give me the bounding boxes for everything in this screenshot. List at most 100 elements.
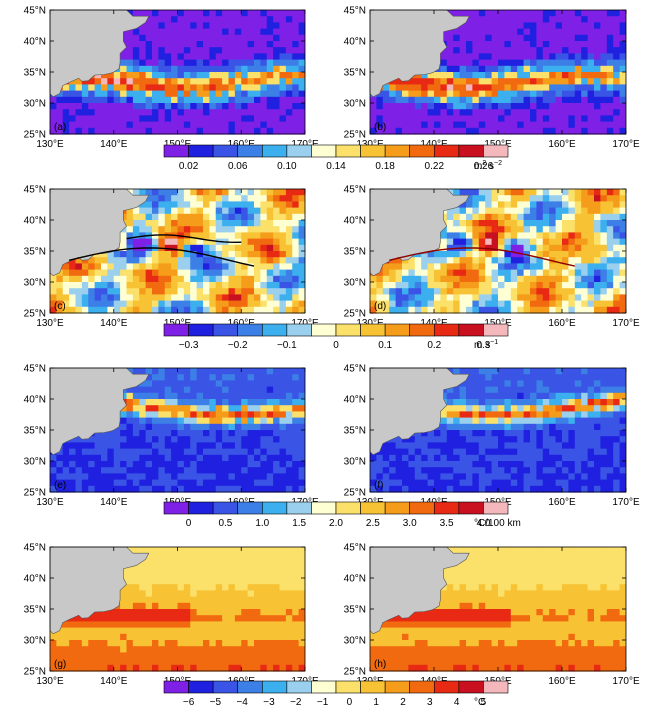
lon-tick-label: 170°E	[612, 497, 640, 508]
panel-label: (g)	[54, 659, 66, 670]
lat-tick-label: 40°N	[24, 216, 46, 227]
lat-tick-label: 45°N	[344, 6, 366, 17]
lat-tick-label: 45°N	[344, 185, 366, 196]
panel-h: 130°E140°E150°E160°E170°E45°N40°N35°N30°…	[344, 543, 640, 688]
colorbar-swatch	[360, 680, 386, 694]
lon-tick-label: 130°E	[36, 497, 64, 508]
land-mask	[369, 546, 470, 635]
lat-tick-label: 30°N	[344, 636, 366, 647]
lat-tick-label: 25°N	[24, 488, 46, 499]
lat-tick-label: 45°N	[24, 6, 46, 17]
panel-c: 130°E 140°E 150°E 160°E 170°E 45°N 40°N 35°N 30°…	[24, 185, 319, 330]
lat-tick-label: 30°N	[24, 278, 46, 289]
colorbar-tick-label: −0.3	[179, 340, 199, 351]
colorbar-swatch	[261, 680, 288, 694]
lon-tick-label: 140°E	[100, 318, 128, 329]
colorbar-unit: °C	[474, 697, 485, 708]
panel-label: (a)	[54, 122, 66, 133]
lon-tick-label: 140°E	[420, 139, 448, 150]
lat-tick-label: 40°N	[344, 395, 366, 406]
lat-tick-label: 25°N	[24, 667, 46, 678]
colorbar-swatch	[237, 144, 263, 158]
colorbar-tick-label: 0.18	[375, 161, 395, 172]
colorbar-swatch	[483, 501, 509, 515]
colorbar-swatch	[483, 680, 509, 694]
land-mask	[369, 367, 470, 456]
colorbar-tick-label: 3	[427, 697, 433, 708]
panel-label: (c)	[54, 301, 66, 312]
panel-a: 130°E 140°E 150°E 160°E 170°E 45°N 40°N 35°N 30°…	[24, 6, 319, 151]
colorbar-swatch	[433, 144, 460, 158]
lat-tick-label: 30°N	[344, 457, 366, 468]
colorbar-tick-label: −4	[236, 697, 248, 708]
colorbar-tick-label: 1.5	[292, 518, 306, 529]
colorbar-swatch	[458, 323, 484, 337]
panel-b: 130°E 140°E 150°E 160°E 170°E 45°N 40°N 35°N 30°…	[344, 6, 640, 151]
colorbar-swatch	[433, 680, 460, 694]
colorbar-tick-label: −3	[263, 697, 275, 708]
colorbar-swatch	[261, 144, 288, 158]
colorbar-swatch	[483, 323, 509, 337]
lat-tick-label: 25°N	[344, 488, 366, 499]
lat-tick-label: 35°N	[344, 426, 366, 437]
colorbar-swatch	[286, 323, 312, 337]
lon-tick-label: 130°E	[356, 139, 384, 150]
lat-tick-label: 25°N	[344, 309, 366, 320]
colorbar-swatch	[311, 323, 337, 337]
lon-tick-label: 160°E	[548, 139, 576, 150]
panel-label: (b)	[374, 122, 386, 133]
colorbar-tick-label: 0.14	[326, 161, 346, 172]
colorbar-swatch	[335, 680, 361, 694]
lat-tick-label: 35°N	[24, 605, 46, 616]
lat-tick-label: 35°N	[24, 426, 46, 437]
lat-tick-label: 40°N	[344, 216, 366, 227]
colorbar-swatch	[261, 323, 288, 337]
colorbar-swatch	[237, 680, 263, 694]
colorbar-swatch	[335, 501, 361, 515]
colorbar-swatch	[286, 680, 312, 694]
lon-tick-label: 160°E	[548, 318, 576, 329]
colorbar-swatch	[433, 501, 460, 515]
lat-tick-label: 25°N	[24, 309, 46, 320]
land-mask	[49, 367, 150, 456]
panel-label: (e)	[54, 480, 66, 491]
lat-tick-label: 35°N	[24, 247, 46, 258]
lon-tick-label: 140°E	[420, 318, 448, 329]
lon-tick-label: 130°E	[36, 139, 64, 150]
colorbar-tick-label: 0.10	[277, 161, 297, 172]
lon-tick-label: 170°E	[612, 139, 640, 150]
colorbar-tick-label: 4.0	[476, 518, 490, 529]
colorbar-swatch	[458, 501, 484, 515]
lon-tick-label: 170°E	[291, 139, 319, 150]
lat-tick-label: 35°N	[344, 68, 366, 79]
colorbar-swatch	[384, 680, 411, 694]
lat-tick-label: 25°N	[344, 130, 366, 141]
colorbar-swatch	[335, 144, 361, 158]
lat-tick-label: 45°N	[24, 543, 46, 554]
colorbar-tick-label: 0.26	[474, 161, 494, 172]
lon-tick-label: 150°E	[484, 139, 512, 150]
lat-tick-label: 40°N	[24, 574, 46, 585]
colorbar-swatch	[212, 680, 239, 694]
colorbar-swatch	[261, 501, 288, 515]
colorbar-tick-label: −5	[210, 697, 222, 708]
colorbar-tick-label: 0	[333, 340, 339, 351]
lat-tick-label: 45°N	[24, 185, 46, 196]
panel-e: 130°E140°E150°E160°E170°E45°N40°N35°N30°…	[24, 364, 319, 509]
colorbar-swatch	[163, 323, 189, 337]
colorbar-swatch	[360, 501, 386, 515]
lon-tick-label: 140°E	[100, 497, 128, 508]
colorbar-tick-label: 0.3	[476, 340, 490, 351]
colorbar-swatch	[409, 501, 435, 515]
colorbar-tick-label: 0.5	[218, 518, 232, 529]
colorbar-swatch	[360, 323, 386, 337]
lon-tick-label: 150°E	[484, 318, 512, 329]
colorbar-tick-label: 4	[454, 697, 460, 708]
lon-tick-label: 160°E	[548, 676, 576, 687]
colorbar-tick-label: 3.0	[403, 518, 417, 529]
colorbar-swatch	[188, 144, 214, 158]
colorbar-swatch	[286, 144, 312, 158]
lon-tick-label: 170°E	[612, 676, 640, 687]
colorbar-swatch	[188, 680, 214, 694]
lat-tick-label: 35°N	[24, 68, 46, 79]
